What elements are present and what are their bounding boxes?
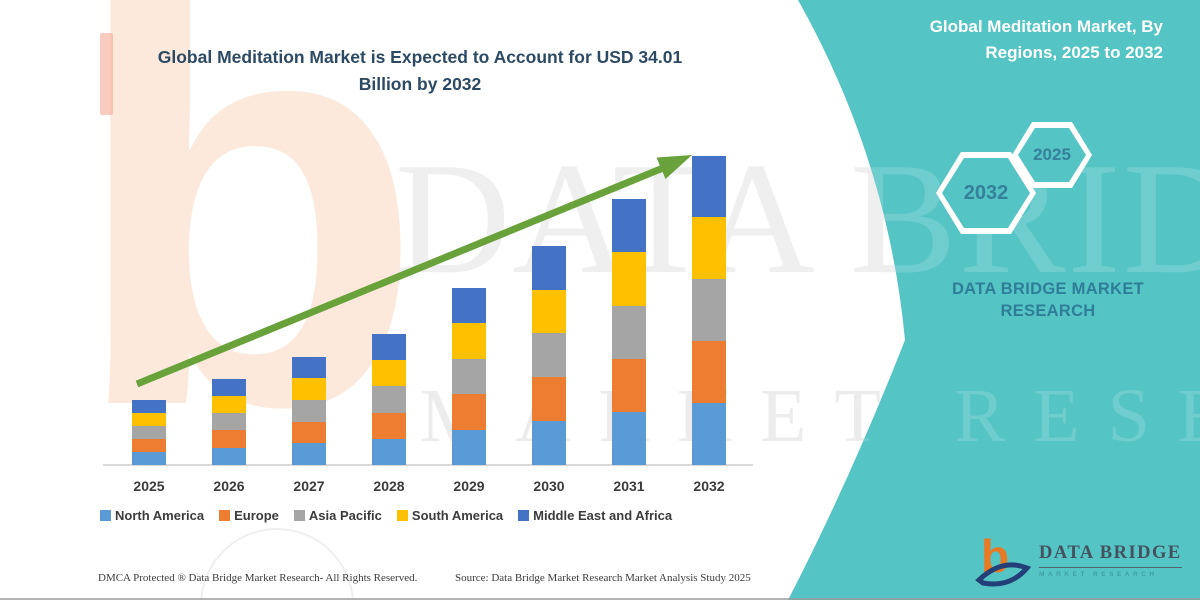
x-axis-label-2028: 2028 <box>373 478 405 494</box>
footer-copyright: DMCA Protected ® Data Bridge Market Rese… <box>98 572 418 584</box>
bar-segment-2028-asia-pacific <box>372 386 406 413</box>
bar-segment-2025-europe <box>132 439 166 453</box>
bar-segment-2026-middle-east-and-africa <box>212 378 246 396</box>
bar-segment-2028-middle-east-and-africa <box>372 333 406 361</box>
bar-segment-2027-middle-east-and-africa <box>292 356 326 379</box>
bar-segment-2032-north-america <box>692 403 726 465</box>
legend-item-europe: Europe <box>219 508 279 523</box>
bar-segment-2031-europe <box>612 358 646 412</box>
x-axis-label-2031: 2031 <box>613 478 645 494</box>
bar-segment-2031-south-america <box>612 252 646 306</box>
legend-label: South America <box>411 508 504 523</box>
bottom-border-rule <box>0 598 1200 600</box>
x-axis-label-2027: 2027 <box>293 478 325 494</box>
data-bridge-logo-icon: b <box>975 530 1031 587</box>
bar-segment-2029-north-america <box>452 429 486 465</box>
bar-segment-2032-asia-pacific <box>692 279 726 342</box>
bar-segment-2031-asia-pacific <box>612 305 646 359</box>
bar-segment-2030-europe <box>532 377 566 422</box>
bar-segment-2030-south-america <box>532 289 566 334</box>
bar-segment-2028-europe <box>372 412 406 439</box>
panel-heading-line2: Regions, 2025 to 2032 <box>985 43 1163 63</box>
brand-name-text: DATA BRIDGE MARKET RESEARCH <box>928 278 1168 323</box>
logo-sub-text: MARKET RESEARCH <box>1039 570 1158 578</box>
brand-name-line1: DATA BRIDGE MARKET <box>951 280 1145 298</box>
bar-segment-2032-middle-east-and-africa <box>692 155 726 218</box>
legend-swatch-icon <box>293 510 305 521</box>
bar-segment-2029-south-america <box>452 323 486 359</box>
chart-title-line2: Billion by 2032 <box>358 74 482 95</box>
hexagon-badge-2025-label: 2025 <box>1018 128 1086 182</box>
x-axis-line <box>103 464 753 466</box>
bar-segment-2025-north-america <box>132 452 166 465</box>
bar-segment-2031-middle-east-and-africa <box>612 199 646 253</box>
legend-swatch-icon <box>100 510 111 521</box>
bar-segment-2026-asia-pacific <box>212 413 246 431</box>
legend-swatch-icon <box>396 510 408 521</box>
legend-label: Asia Pacific <box>308 508 382 523</box>
bar-segment-2025-asia-pacific <box>132 426 166 440</box>
legend-item-asia-pacific: Asia Pacific <box>293 508 382 523</box>
legend-item-middle-east-and-africa: Middle East and Africa <box>518 508 672 523</box>
legend-item-south-america: South America <box>396 508 504 523</box>
bar-segment-2030-middle-east-and-africa <box>532 245 566 290</box>
data-bridge-logo: b DATA BRIDGE MARKET RESEARCH <box>975 528 1190 592</box>
logo-name-text: DATA BRIDGE <box>1039 543 1182 568</box>
bar-segment-2026-south-america <box>212 395 246 414</box>
bar-segment-2032-south-america <box>692 217 726 280</box>
bar-segment-2027-north-america <box>292 443 326 465</box>
bar-segment-2031-north-america <box>612 411 646 465</box>
x-axis-label-2029: 2029 <box>453 478 485 494</box>
hexagon-badge-2032-label: 2032 <box>942 158 1030 228</box>
legend-label: Europe <box>234 508 279 523</box>
brand-name-line2: RESEARCH <box>1000 302 1096 321</box>
x-axis-label-2030: 2030 <box>533 478 565 494</box>
bar-segment-2032-europe <box>692 341 726 404</box>
legend-item-north-america: North America <box>100 508 204 523</box>
chart-title-line1: Global Meditation Market is Expected to … <box>157 47 683 67</box>
bar-segment-2025-south-america <box>132 413 166 427</box>
bar-segment-2027-europe <box>292 421 326 444</box>
chart-title: Global Meditation Market is Expected to … <box>85 44 755 98</box>
hexagon-badge-2032: 2032 <box>936 152 1036 234</box>
bar-segment-2028-south-america <box>372 360 406 387</box>
hexagon-badge-2025: 2025 <box>1012 122 1092 188</box>
x-axis-label-2026: 2026 <box>213 478 245 494</box>
panel-heading-line1: Global Meditation Market, By <box>929 17 1163 36</box>
bar-segment-2028-north-america <box>372 438 406 465</box>
bar-segment-2030-north-america <box>532 421 566 465</box>
legend-label: North America <box>115 508 205 523</box>
bar-segment-2026-north-america <box>212 447 246 465</box>
panel-heading: Global Meditation Market, By Regions, 20… <box>823 14 1163 67</box>
bar-segment-2029-europe <box>452 394 486 430</box>
x-axis-label-2032: 2032 <box>693 478 725 494</box>
logo-swoosh <box>975 562 1031 587</box>
bar-segment-2025-middle-east-and-africa <box>132 400 166 414</box>
legend-label: Middle East and Africa <box>533 508 673 523</box>
bar-segment-2027-asia-pacific <box>292 400 326 422</box>
legend: North America Europe Asia Pacific South Ame… <box>100 508 672 523</box>
bar-segment-2030-asia-pacific <box>532 333 566 378</box>
x-axis-label-2025: 2025 <box>133 478 165 494</box>
bar-segment-2029-asia-pacific <box>452 358 486 394</box>
bar-segment-2027-south-america <box>292 378 326 401</box>
bar-segment-2026-europe <box>212 430 246 448</box>
legend-swatch-icon <box>518 510 530 521</box>
footer-source: Source: Data Bridge Market Research Mark… <box>455 572 751 584</box>
bar-segment-2029-middle-east-and-africa <box>452 287 486 324</box>
legend-swatch-icon <box>219 510 231 521</box>
